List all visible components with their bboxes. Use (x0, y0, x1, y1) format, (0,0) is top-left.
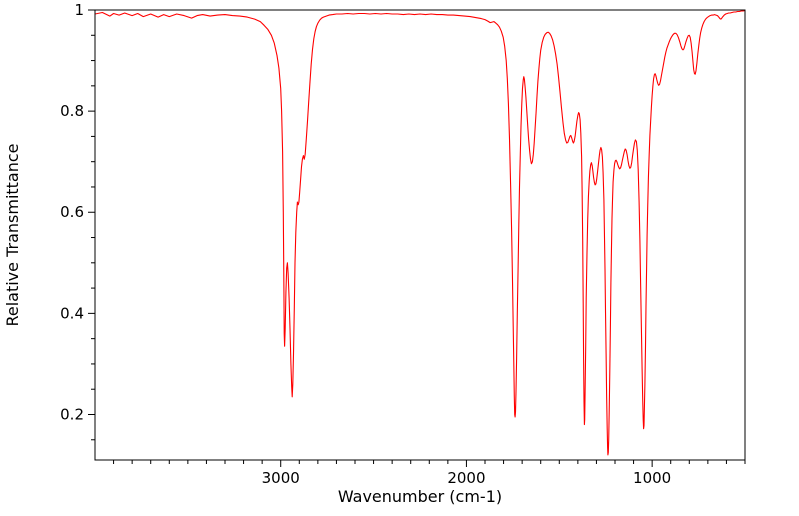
y-tick-label: 0.8 (60, 102, 84, 120)
x-tick-label: 1000 (633, 469, 671, 487)
y-tick-label: 0.6 (60, 203, 84, 221)
y-tick-label: 0.2 (60, 405, 84, 423)
plot-frame (94, 9, 746, 461)
y-tick-label: 1 (74, 1, 84, 19)
x-tick-label: 3000 (262, 469, 300, 487)
x-axis-label: Wavenumber (cm-1) (338, 487, 502, 506)
spectrum-line (95, 10, 745, 456)
axis-ticks: 3000 2000 1000 0.2 0.4 0.6 0.8 1 (60, 1, 746, 487)
x-tick-label: 2000 (447, 469, 485, 487)
y-axis-label: Relative Transmittance (3, 143, 22, 326)
y-tick-label: 0.4 (60, 304, 84, 322)
